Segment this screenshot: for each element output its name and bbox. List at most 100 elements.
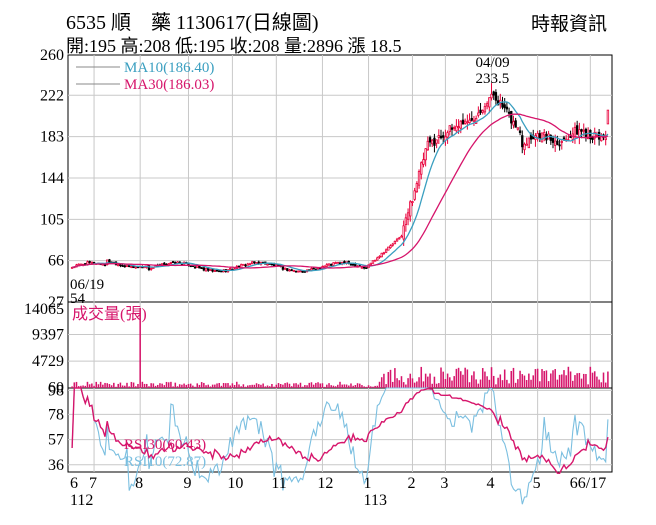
volume-bar	[77, 386, 80, 388]
volume-bar	[249, 385, 251, 388]
candle-body	[163, 262, 166, 266]
candle-body	[360, 266, 364, 269]
volume-bar	[284, 383, 286, 388]
volume-bar	[240, 386, 242, 388]
candle-body	[196, 265, 199, 269]
candle-body	[270, 263, 274, 266]
volume-bar	[438, 383, 440, 388]
price-tick-label: 27	[48, 294, 64, 311]
candle-body	[413, 190, 416, 200]
x-axis-year-label: 112	[70, 492, 93, 509]
candle-body	[119, 263, 122, 267]
candle-body	[463, 120, 467, 124]
volume-bar	[260, 384, 262, 388]
volume-bar	[141, 381, 144, 388]
volume-bar	[132, 382, 135, 388]
volume-bar	[209, 386, 212, 388]
candle-body	[472, 119, 476, 122]
volume-bar	[591, 372, 594, 388]
candle-body	[549, 135, 552, 141]
volume-bar	[405, 384, 407, 388]
volume-bar	[400, 376, 403, 388]
candle-body	[292, 270, 296, 272]
candle-body	[420, 162, 423, 175]
volume-bar	[484, 371, 486, 388]
volume-bar	[88, 384, 91, 388]
volume-bar	[312, 384, 315, 388]
volume-bar	[543, 371, 545, 388]
candle-body	[334, 262, 337, 264]
volume-bar	[380, 377, 383, 388]
volume-bar	[115, 386, 117, 388]
volume-bar	[539, 381, 541, 388]
volume-bar	[170, 381, 172, 388]
volume-bar	[440, 367, 442, 388]
volume-bar	[282, 384, 284, 388]
volume-bar	[552, 370, 554, 388]
rsi30-label: RSI30(60.43)	[124, 437, 206, 453]
volume-bar	[113, 382, 115, 388]
legend-ma10: MA10(186.40)	[124, 60, 214, 76]
x-axis-label: 1	[364, 475, 372, 492]
candle-body	[215, 269, 219, 272]
volume-bar	[106, 383, 109, 388]
candle-body	[589, 129, 592, 140]
candle-body	[312, 267, 315, 270]
volume-bar	[334, 386, 337, 388]
volume-bar	[192, 385, 194, 388]
volume-bar	[468, 382, 471, 388]
candle-body	[527, 137, 531, 149]
candle-body	[431, 139, 434, 145]
candle-body	[569, 135, 572, 139]
candle-body	[494, 92, 498, 101]
volume-bar	[297, 384, 300, 388]
volume-bar	[563, 370, 565, 388]
volume-bar	[530, 379, 532, 388]
volume-bar	[102, 384, 104, 388]
candle-body	[466, 121, 469, 124]
volume-bar	[598, 379, 600, 388]
candle-body	[505, 106, 509, 110]
volume-bar	[154, 385, 157, 388]
candle-body	[108, 259, 111, 263]
candle-body	[593, 131, 596, 139]
volume-bar	[350, 383, 352, 388]
volume-bar	[222, 382, 225, 388]
candle-body	[128, 265, 131, 267]
candle-body	[404, 217, 408, 225]
volume-bar	[418, 377, 420, 388]
volume-bar	[242, 384, 245, 388]
volume-bar	[365, 386, 368, 388]
volume-bar	[304, 385, 306, 388]
rsi30-line	[71, 387, 609, 475]
legend-ma30: MA30(186.03)	[124, 77, 214, 93]
chart-frame	[67, 54, 613, 473]
candle-body	[516, 127, 520, 130]
candle-body	[204, 268, 208, 272]
candle-body	[167, 263, 170, 265]
high-date-annotation: 04/09	[476, 55, 510, 71]
candle-body	[299, 270, 302, 273]
candle-body	[202, 267, 206, 271]
candle-body	[290, 269, 293, 272]
candle-body	[123, 265, 126, 268]
candle-body	[218, 270, 221, 273]
volume-bar	[203, 382, 205, 388]
high-value-annotation: 233.5	[476, 71, 510, 87]
volume-bar	[512, 367, 515, 388]
volume-bar	[444, 379, 447, 388]
candle-body	[573, 126, 577, 137]
volume-bar	[326, 384, 328, 388]
volume-bar	[317, 382, 319, 388]
ma30-line	[72, 113, 609, 269]
candle-body	[200, 267, 203, 270]
candle-body	[250, 261, 254, 265]
volume-bar	[541, 369, 543, 388]
candle-body	[479, 109, 482, 113]
volume-bar	[367, 385, 370, 388]
volume-bar	[251, 384, 253, 388]
volume-bar	[126, 382, 128, 388]
candle-body	[556, 140, 559, 145]
volume-bar	[211, 384, 214, 388]
volume-bar	[247, 385, 249, 388]
